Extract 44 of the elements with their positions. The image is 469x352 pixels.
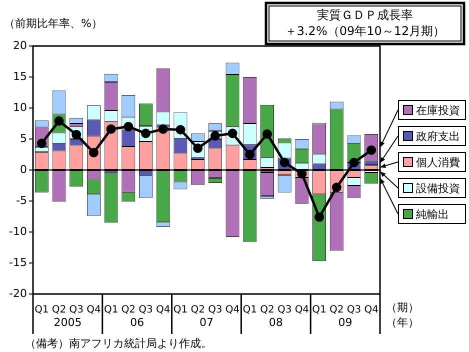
x-tick-label: Q3 [69, 304, 84, 316]
y-tick-label: 20 [13, 38, 27, 52]
x-tick-label: Q3 [208, 304, 222, 316]
y-tick-label: -15 [9, 256, 27, 269]
y-tick-label: 15 [13, 70, 27, 83]
x-axis-title: （期）（年） [386, 300, 420, 330]
x-tick-label: Q2 [52, 304, 66, 316]
legend-label: 純輸出 [416, 206, 449, 222]
y-tick-label: 10 [13, 100, 27, 114]
x-tick-label: Q1 [242, 304, 257, 316]
x-tick-label: Q4 [225, 304, 240, 316]
legend-label: 個人消費 [416, 154, 460, 170]
chart-subtitle: ＋3.2%（09年10～12月期） [284, 24, 446, 38]
x-tick-label: Q2 [190, 304, 205, 316]
y-tick-label: -5 [16, 194, 27, 207]
text: （備考）南アフリカ統計局より作成。 [25, 336, 212, 350]
x-tick-label: Q1 [173, 304, 188, 316]
x-tick-label: Q1 [104, 304, 118, 316]
legend-label: 政府支出 [416, 128, 460, 144]
x-tick-label: Q2 [260, 304, 274, 316]
x-tick-label: Q3 [346, 304, 362, 316]
x-tick-label: Q1 [34, 304, 49, 316]
x-tick-label: Q2 [121, 304, 136, 316]
x-tick-label: Q1 [312, 304, 326, 316]
text: 2005 [54, 316, 82, 329]
x-tick-label: Q3 [277, 304, 292, 316]
y-tick-label: 5 [20, 132, 27, 145]
x-tick-label: Q4 [364, 304, 378, 316]
x-tick-label: Q4 [156, 304, 170, 316]
text: 09 [338, 316, 352, 329]
y-tick-label: -20 [9, 286, 27, 300]
text: 08 [268, 316, 283, 329]
chart-title: 実質ＧＤＰ成長率 [317, 8, 413, 22]
legend-label: 在庫投資 [416, 102, 460, 118]
x-tick-label: Q4 [294, 304, 310, 316]
y-tick-label: -10 [9, 224, 27, 238]
text: 06 [130, 316, 144, 329]
y-tick-label: 0 [20, 162, 27, 176]
y-axis-title: （前期比年率、%） [4, 16, 102, 30]
text: 07 [200, 316, 214, 329]
x-tick-label: Q3 [138, 304, 153, 316]
x-tick-label: Q2 [330, 304, 344, 316]
x-tick-label: Q4 [86, 304, 101, 316]
legend-label: 設備投資 [416, 180, 460, 196]
